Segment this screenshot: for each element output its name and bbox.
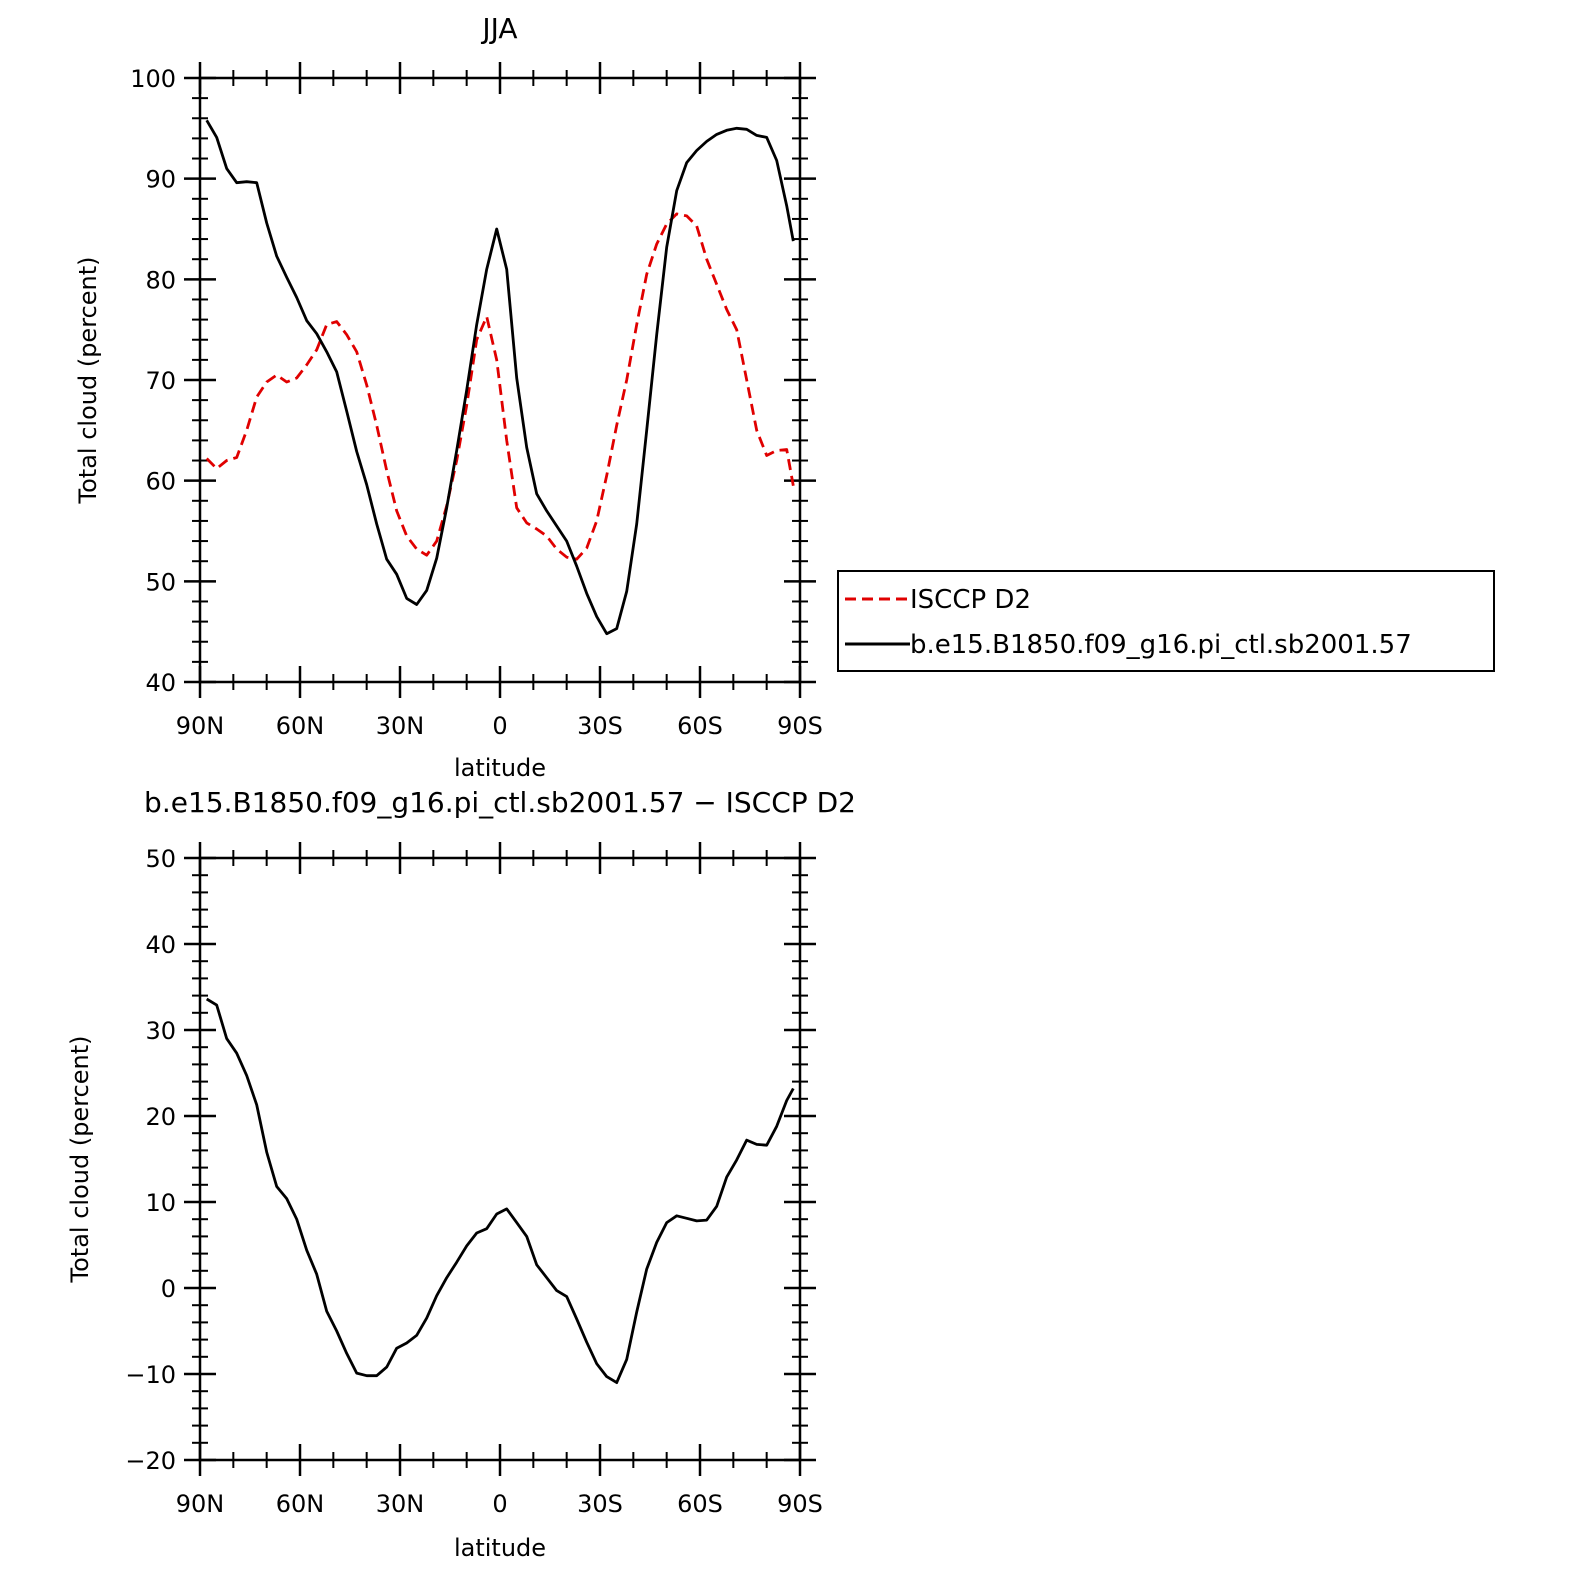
bottom-series-lines: [205, 997, 795, 1384]
bottom-y-tick-label: 40: [145, 931, 176, 959]
top-x-tick-label: 0: [492, 712, 507, 740]
top-y-axis-label: Total cloud (percent): [74, 257, 102, 505]
top-plot-frame: [198, 76, 802, 684]
top-y-tick-label: 100: [130, 65, 176, 93]
bottom-y-tick-label: 30: [145, 1017, 176, 1045]
top-series-lines: [205, 119, 795, 636]
legend-label-isccp: ISCCP D2: [910, 585, 1031, 615]
bottom-x-tick-label: 30N: [376, 1490, 425, 1518]
bottom-y-tick-label: 0: [161, 1275, 176, 1303]
bottom-y-tick-label: −10: [125, 1361, 176, 1389]
top-y-tick-label: 50: [145, 568, 176, 596]
legend-box: [837, 570, 1495, 672]
top-series-line-1: [205, 119, 795, 636]
bottom-x-tick-label: 30S: [577, 1490, 623, 1518]
top-x-tick-label: 90S: [777, 712, 823, 740]
bottom-y-axis-label: Total cloud (percent): [66, 1036, 94, 1284]
bottom-x-axis-label: latitude: [454, 1534, 546, 1562]
top-x-tick-label: 60N: [276, 712, 325, 740]
top-x-tick-labels: 90N 60N 30N 0 30S 60S 90S: [176, 712, 823, 740]
bottom-x-tick-label: 0: [492, 1490, 507, 1518]
top-y-tick-label: 90: [145, 166, 176, 194]
bottom-chart-title: b.e15.B1850.f09_g16.pi_ctl.sb2001.57 − I…: [144, 786, 856, 819]
bottom-y-tick-labels: −20 −10 0 10 20 30 40 50: [125, 845, 176, 1475]
bottom-y-tick-label: 50: [145, 845, 176, 873]
bottom-x-tick-label: 60N: [276, 1490, 325, 1518]
top-ticks: [184, 62, 816, 698]
bottom-panel: b.e15.B1850.f09_g16.pi_ctl.sb2001.57 − I…: [66, 786, 856, 1562]
bottom-y-tick-label: 10: [145, 1189, 176, 1217]
bottom-y-tick-label: 20: [145, 1103, 176, 1131]
top-series-line-0: [205, 212, 795, 561]
legend-label-model: b.e15.B1850.f09_g16.pi_ctl.sb2001.57: [910, 630, 1412, 660]
bottom-x-tick-label: 90N: [176, 1490, 225, 1518]
bottom-plot-frame: [198, 856, 802, 1462]
bottom-x-tick-label: 90S: [777, 1490, 823, 1518]
bottom-series-line-0: [205, 997, 795, 1384]
top-x-tick-label: 90N: [176, 712, 225, 740]
top-y-tick-labels: 40 50 60 70 80 90 100: [130, 65, 176, 697]
top-y-tick-label: 60: [145, 468, 176, 496]
top-y-tick-label: 40: [145, 669, 176, 697]
top-x-axis-label: latitude: [454, 754, 546, 782]
bottom-ticks: [184, 842, 816, 1476]
bottom-y-tick-label: −20: [125, 1447, 176, 1475]
top-chart-title: JJA: [480, 12, 517, 45]
legend: ISCCP D2 b.e15.B1850.f09_g16.pi_ctl.sb20…: [837, 570, 1495, 672]
top-x-tick-label: 30N: [376, 712, 425, 740]
bottom-x-tick-label: 60S: [677, 1490, 723, 1518]
top-y-tick-label: 70: [145, 367, 176, 395]
top-y-tick-label: 80: [145, 266, 176, 294]
bottom-x-tick-labels: 90N 60N 30N 0 30S 60S 90S: [176, 1490, 823, 1518]
top-x-tick-label: 30S: [577, 712, 623, 740]
top-x-tick-label: 60S: [677, 712, 723, 740]
